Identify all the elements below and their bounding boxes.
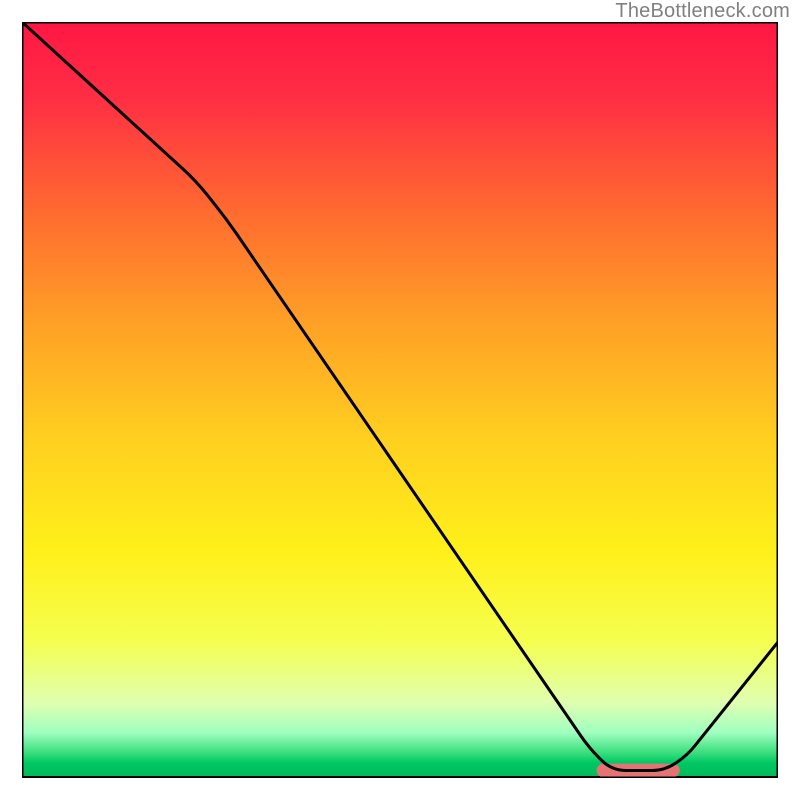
bottleneck-chart — [0, 0, 800, 800]
gradient-background — [22, 22, 778, 778]
chart-container: TheBottleneck.com — [0, 0, 800, 800]
plot-area — [22, 22, 778, 778]
watermark-text: TheBottleneck.com — [615, 0, 790, 23]
